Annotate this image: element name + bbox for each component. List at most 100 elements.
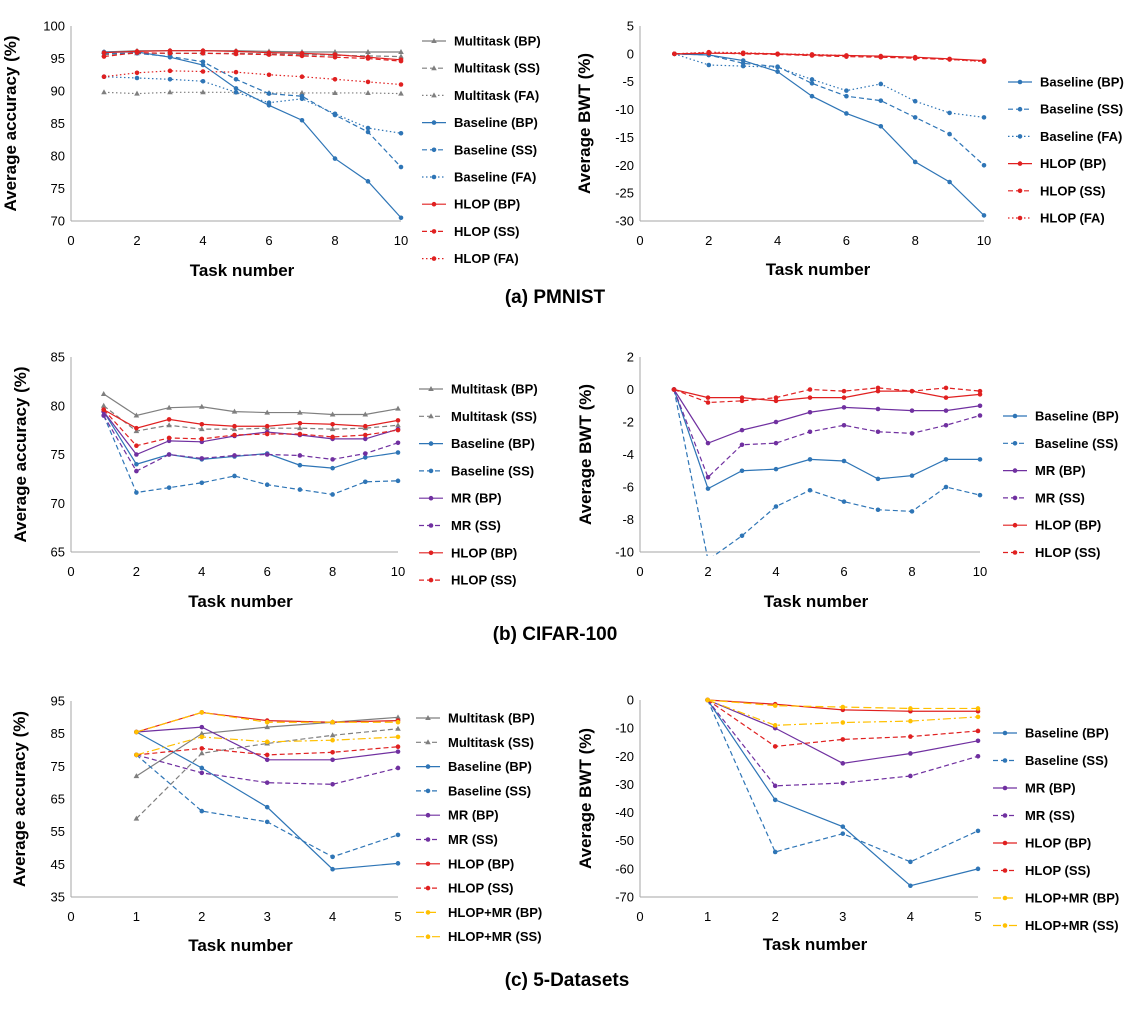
legend-entry-hlop-ss: HLOP (SS) <box>419 573 517 588</box>
data-point <box>398 215 404 221</box>
data-point <box>101 54 107 59</box>
data-point <box>739 427 745 433</box>
series-mr-bp <box>101 409 401 457</box>
legend-entry-multitask-bp: Multitask (BP) <box>419 382 538 397</box>
legend-entry-baseline-bp: Baseline (BP) <box>419 436 535 451</box>
y-axis-title: Average accuracy (%) <box>11 366 30 542</box>
data-point <box>809 93 815 99</box>
legend-entry-baseline-ss: Baseline (SS) <box>1008 102 1123 117</box>
data-point <box>167 51 173 56</box>
series-baseline-bp <box>705 697 981 889</box>
legend-marker <box>425 910 431 915</box>
series-baseline-bp <box>101 49 404 221</box>
data-point <box>233 77 239 82</box>
data-point <box>705 697 710 703</box>
series-multitask-ss <box>100 402 401 434</box>
series-line-hlop-ss <box>103 409 399 447</box>
data-point <box>772 849 778 855</box>
y-tick-label: -40 <box>615 805 634 820</box>
data-point <box>909 473 915 478</box>
data-point <box>841 405 847 410</box>
legend-entry-hlop-mr-ss: HLOP+MR (SS) <box>993 918 1119 933</box>
data-point <box>297 453 303 458</box>
data-point <box>807 395 813 400</box>
legend-entry-baseline-ss: Baseline (SS) <box>416 783 531 798</box>
data-point <box>266 91 272 96</box>
data-point <box>975 738 981 744</box>
data-point <box>395 405 401 411</box>
data-point <box>199 750 205 756</box>
data-point <box>330 866 335 872</box>
data-point <box>133 773 140 779</box>
series-baseline-ss <box>101 51 404 170</box>
legend-marker <box>425 861 431 867</box>
data-point <box>844 53 849 58</box>
data-point <box>332 49 338 54</box>
x-tick-label: 3 <box>264 909 271 924</box>
data-point <box>841 458 847 464</box>
legend-label: HLOP (FA) <box>1040 211 1105 226</box>
data-point <box>329 426 336 432</box>
data-point <box>395 714 401 720</box>
legend-label: HLOP (FA) <box>454 251 519 266</box>
data-point <box>844 93 849 99</box>
data-point <box>773 440 779 446</box>
data-point <box>395 832 401 838</box>
series-line-mr-bp <box>103 411 399 456</box>
data-point <box>947 131 952 137</box>
data-point <box>398 130 404 136</box>
legend-marker <box>425 715 431 720</box>
y-tick-label: 2 <box>627 350 634 365</box>
data-point <box>395 749 401 754</box>
x-axis-title: Task number <box>763 935 868 954</box>
legend-marker <box>1012 413 1018 419</box>
legend-label: Multitask (FA) <box>454 88 539 103</box>
data-point <box>912 98 918 104</box>
chart-cifar-bwt: -10 -8 -6 -4 -2 0 2 0 2 4 6 8 10 Task number Average B… <box>576 350 1119 612</box>
data-point <box>706 49 712 55</box>
series-multitask-bp <box>100 391 401 418</box>
x-tick-label: 6 <box>843 233 850 248</box>
series-baseline-fa <box>672 51 987 120</box>
legend-label: MR (BP) <box>451 491 502 506</box>
series-hlop-mr-ss <box>134 734 401 758</box>
legend-entry-multitask-bp: Multitask (BP) <box>422 34 541 49</box>
data-point <box>841 388 847 394</box>
data-point <box>740 50 746 56</box>
legend-label: HLOP+MR (SS) <box>448 929 542 944</box>
legend-label: MR (SS) <box>451 518 501 533</box>
x-tick-label: 8 <box>908 564 915 579</box>
data-point <box>398 90 404 96</box>
data-point <box>330 737 335 743</box>
y-tick-label: 80 <box>51 398 65 413</box>
series-baseline-ss <box>671 387 983 556</box>
y-axis-title: Average accuracy (%) <box>10 711 29 887</box>
legend-label: HLOP (BP) <box>454 197 520 212</box>
data-point <box>134 50 140 55</box>
x-tick-label: 2 <box>772 909 779 924</box>
x-tick-label: 10 <box>977 233 991 248</box>
data-point <box>199 403 205 409</box>
data-point <box>947 57 952 62</box>
y-tick-label: 0 <box>627 46 634 61</box>
y-tick-label: 100 <box>43 19 65 34</box>
legend-entry-mr-bp: MR (BP) <box>993 781 1076 796</box>
data-point <box>840 824 846 829</box>
data-point <box>909 388 915 394</box>
legend-label: HLOP (SS) <box>1025 863 1091 878</box>
y-axis-title: Average BWT (%) <box>576 384 595 525</box>
data-point <box>809 77 815 82</box>
legend-label: HLOP+MR (BP) <box>448 905 542 920</box>
legend-entry-baseline-bp: Baseline (BP) <box>993 726 1109 741</box>
data-point <box>167 89 173 95</box>
data-point <box>133 428 140 434</box>
series-line-hlop-ss <box>674 52 985 62</box>
legend-label: MR (SS) <box>448 832 498 847</box>
x-tick-label: 0 <box>636 564 643 579</box>
y-tick-label: 85 <box>51 116 65 131</box>
data-point <box>395 440 401 446</box>
data-point <box>199 765 205 771</box>
legend-entry-baseline-bp: Baseline (BP) <box>1003 409 1119 424</box>
data-point <box>199 480 205 486</box>
data-point <box>166 485 172 490</box>
